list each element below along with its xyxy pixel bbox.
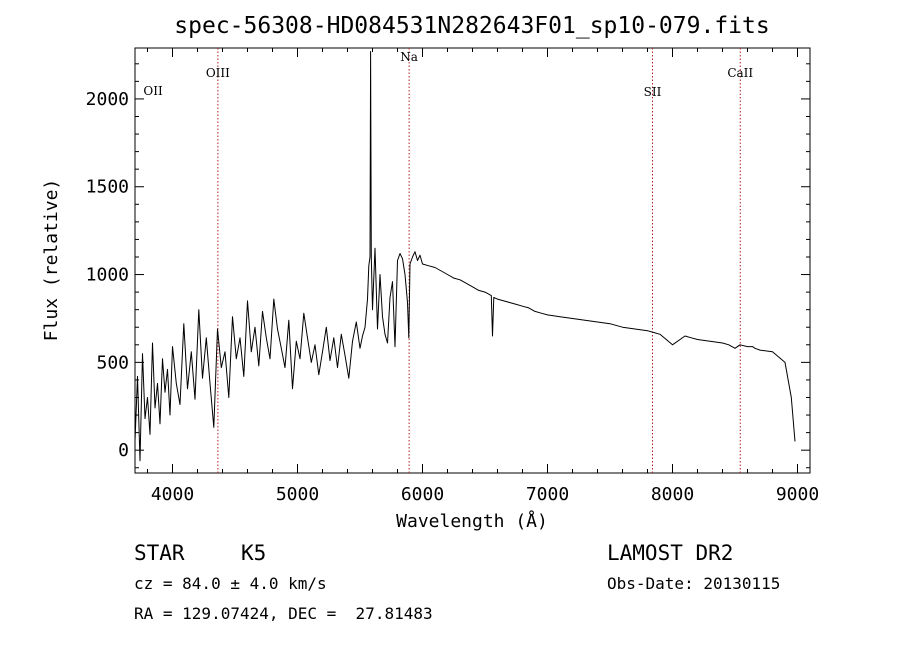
line-marker-label: Na	[400, 50, 418, 64]
spectral-subclass: K5	[241, 541, 267, 565]
line-marker-label: OIII	[206, 66, 230, 80]
plot-frame	[134, 47, 811, 474]
x-tick-label: 6000	[401, 484, 444, 505]
line-marker-label: OII	[143, 84, 163, 98]
y-tick-label: 1000	[86, 265, 129, 286]
y-tick-label: 500	[96, 352, 129, 373]
series-layer	[134, 51, 796, 462]
x-tick-label: 5000	[276, 484, 319, 505]
object-type: STAR	[134, 541, 185, 565]
redshift-text: cz = 84.0 ± 4.0 km/s	[134, 574, 327, 593]
x-axis: 4000 5000 6000 7000 8000 9000	[147, 48, 819, 505]
y-axis-label: Flux (relative)	[41, 179, 62, 342]
obs-date: Obs-Date: 20130115	[607, 574, 781, 593]
line-marker-label: CaII	[727, 66, 753, 80]
x-tick-label: 8000	[651, 484, 694, 505]
spectrum-series-line	[134, 51, 796, 462]
spectral-line-markers: OII OIII Na SII CaII	[143, 48, 753, 473]
spectrum-chart: spec-56308-HD084531N282643F01_sp10-079.f…	[41, 13, 819, 532]
survey-name: LAMOST DR2	[607, 541, 734, 565]
x-tick-label: 7000	[526, 484, 569, 505]
line-marker-label: SII	[644, 85, 662, 99]
y-tick-label: 0	[118, 440, 129, 461]
y-tick-label: 2000	[86, 89, 129, 110]
chart-title: spec-56308-HD084531N282643F01_sp10-079.f…	[174, 13, 769, 39]
y-axis: 0 500 1000 1500 2000	[86, 63, 810, 469]
coordinates-text: RA = 129.07424, DEC = 27.81483	[134, 604, 433, 623]
x-tick-label: 9000	[776, 484, 819, 505]
x-axis-label: Wavelength (Å)	[396, 510, 548, 532]
y-tick-label: 1500	[86, 177, 129, 198]
x-tick-label: 4000	[151, 484, 194, 505]
